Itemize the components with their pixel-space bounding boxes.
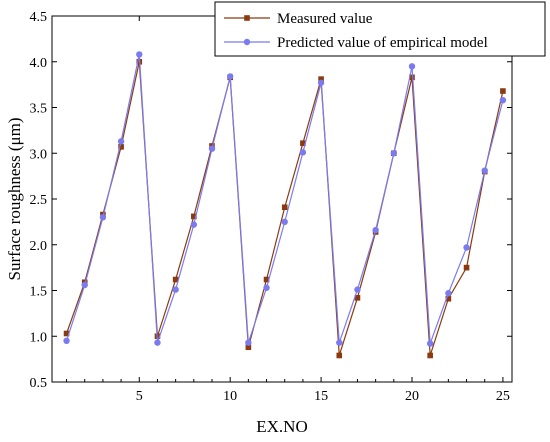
predicted-point <box>226 73 234 80</box>
predicted-point <box>499 96 507 104</box>
measured-point <box>318 76 324 82</box>
predicted-point <box>317 79 325 86</box>
series-layer <box>63 51 507 359</box>
measured-point <box>427 352 433 359</box>
measured-point <box>336 352 343 359</box>
x-tick-label: 10 <box>223 389 237 404</box>
measured-point <box>463 264 470 271</box>
y-tick-label: 3.0 <box>30 147 48 162</box>
legend-box <box>214 1 546 57</box>
predicted-point <box>426 340 434 347</box>
x-tick-label: 20 <box>405 389 419 404</box>
legend-items: Measured value Predicted value of empiric… <box>224 11 488 51</box>
tick-layer: 0.5 1.0 1.5 2.0 2.5 3.0 3.5 4.0 4.5 5 10 15 20 25 <box>30 10 512 404</box>
measured-point <box>300 140 306 146</box>
measured-point <box>245 344 252 351</box>
measured-point <box>500 88 506 94</box>
legend: Measured value Predicted value of empiric… <box>214 1 546 57</box>
predicted-point <box>190 221 198 228</box>
plot-frame <box>51 15 513 383</box>
predicted-point <box>99 214 107 221</box>
measured-point <box>354 295 361 301</box>
predicted-point <box>390 150 398 157</box>
predicted-point <box>172 286 179 293</box>
predicted-point <box>245 339 252 346</box>
measured-point <box>445 295 452 302</box>
measured-point <box>409 74 415 81</box>
predicted-point <box>63 337 70 345</box>
legend-marker-measured <box>244 15 250 21</box>
predicted-point <box>281 218 288 226</box>
predicted-point <box>154 339 161 346</box>
y-tick-label: 1.0 <box>30 330 48 345</box>
legend-label-1: Measured value <box>277 11 373 27</box>
measured-point <box>63 330 70 337</box>
measured-point <box>281 204 288 211</box>
predicted-point <box>81 281 88 289</box>
x-tick-label: 25 <box>496 389 510 404</box>
y-tick-label: 2.0 <box>30 239 48 254</box>
y-tick-label: 3.5 <box>30 102 48 117</box>
x-tick-label: 5 <box>136 389 143 404</box>
predicted-point <box>445 290 452 297</box>
predicted-point <box>299 149 307 156</box>
measured-point <box>263 276 270 283</box>
y-tick-label: 2.5 <box>30 193 48 208</box>
predicted-point <box>354 286 361 293</box>
x-tick-label: 15 <box>314 389 328 404</box>
predicted-point <box>263 284 270 291</box>
measured-point <box>172 276 179 283</box>
y-tick-label: 4.0 <box>30 56 48 71</box>
x-axis-title: EX.NO <box>256 417 307 436</box>
y-axis-title: Surface roughness (μm) <box>5 117 24 280</box>
predicted-point <box>408 63 416 70</box>
predicted-point <box>372 226 379 234</box>
y-tick-label: 0.5 <box>30 376 48 391</box>
y-tick-label: 1.5 <box>30 285 48 300</box>
predicted-point <box>208 145 216 152</box>
predicted-point <box>481 167 488 174</box>
predicted-point <box>463 244 470 251</box>
y-tick-label: 4.5 <box>30 10 48 25</box>
legend-label-2: Predicted value of empirical model <box>277 35 488 51</box>
predicted-point <box>117 138 125 145</box>
predicted-point <box>336 339 343 346</box>
predicted-point <box>136 51 143 58</box>
measured-point <box>118 144 124 150</box>
measured-point <box>191 213 197 220</box>
legend-marker-predicted <box>243 38 251 46</box>
